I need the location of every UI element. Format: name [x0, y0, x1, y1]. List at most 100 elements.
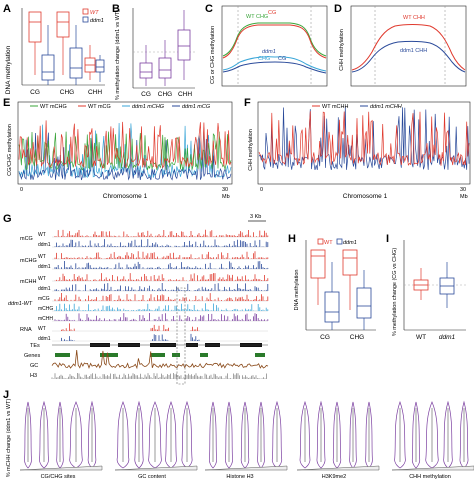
panel-j-gradient-wedge: [204, 465, 288, 471]
panel-f-xunit: Mb: [460, 194, 468, 200]
panel-d-label-wt-chh: WT CHH: [403, 15, 425, 21]
panel-g-track-mchh: mCHH: [20, 279, 37, 285]
panel-g-gene-block: [55, 353, 70, 357]
panel-d-ylabel: CHH methylation: [339, 29, 345, 71]
panel-h-cat-chg: CHG: [350, 334, 364, 341]
panel-g-gene-block: [150, 353, 165, 357]
panel-g-track-mchg: mCHG: [20, 258, 37, 264]
panel-g-gene-block: [172, 353, 180, 357]
panel-e-xunit: Mb: [222, 194, 230, 200]
panel-i-boxplots: [413, 262, 455, 308]
panel-j: J % mCHH change (ddm1 vs WT) CG/CHG site…: [3, 389, 474, 480]
panel-b-cat-chh: CHH: [178, 91, 192, 98]
panel-g-scale: 3 Kb: [250, 214, 261, 220]
panel-j-ylabel: % mCHH change (ddm1 vs WT): [6, 399, 12, 478]
panel-c-label-chg: CHG: [258, 56, 270, 62]
panel-letter-h: H: [288, 233, 296, 245]
panel-g-subtrack-label: ddm1: [38, 242, 51, 248]
panel-a-legend-ddm1: ddm1: [90, 18, 104, 24]
panel-f-xlabel: Chromosome 1: [343, 193, 388, 200]
panel-e-tracks: [18, 120, 232, 181]
panel-d-ddm1-chh-curve: [351, 40, 466, 73]
panel-f-legend-1: ddm1 mCHH: [370, 104, 402, 110]
panel-j-group-2: Histone H3: [226, 474, 253, 480]
panel-b-cat-chg: CHG: [158, 91, 172, 98]
panel-h-legend-wt: WT: [324, 240, 333, 246]
panel-a-cat-chg: CHG: [60, 89, 74, 96]
panel-c-label-wt-chg: WT CHG: [246, 14, 268, 20]
panel-j-violins: [19, 400, 474, 471]
panel-c: C CG or CHG methylation WT CHG CG ddm1 C…: [205, 3, 328, 87]
panel-e-ylabel: CG/CHG methylation: [7, 124, 13, 176]
panel-g-subtrack-label: WT: [38, 276, 46, 282]
panel-f: F CHH methylation WT mCHH ddm1 mCHH Chro…: [244, 97, 471, 200]
panel-d-label-ddm1-chh: ddm1 CHH: [400, 48, 427, 54]
panel-j-group-4: CHH methylation: [409, 474, 451, 480]
panel-g-track-genes: Genes: [24, 353, 40, 359]
panel-f-ddm1-mchh-trace: [258, 106, 470, 170]
panel-j-gradient-wedge: [296, 465, 380, 471]
panel-g-gc-trace: [51, 350, 269, 370]
panel-g-subtrack-label: ddm1: [38, 336, 51, 342]
panel-a: A DNA methylation: [3, 3, 105, 96]
panel-letter-d: D: [334, 3, 342, 15]
panel-g-track-rna: RNA: [20, 327, 32, 333]
panel-g: G 3 Kb mCG mCHG mCHH ddm1-WT RNA TEs Gen…: [3, 213, 269, 385]
panel-f-wt-mchh-trace: [258, 111, 470, 166]
panel-h-ylabel: DNA methylation: [294, 270, 300, 311]
panel-e-legend-0: WT mCHG: [40, 104, 67, 110]
panel-b-ylabel: % methylation change (ddm1 vs WT): [115, 10, 121, 100]
panel-c-ylabel: CG or CHG methylation: [210, 26, 216, 84]
panel-b-cat-cg: CG: [141, 91, 151, 98]
panel-j-group-0: CG/CHG sites: [41, 474, 76, 480]
panel-c-wt-cg-curve: [222, 24, 327, 59]
panel-b-boxplots: [139, 10, 191, 86]
panel-c-label-cg-ddm1: CG: [278, 56, 286, 62]
panel-h-boxplots: [310, 249, 372, 330]
panel-i-cat-wt: WT: [416, 334, 426, 341]
panel-g-track-diff: ddm1-WT: [8, 301, 33, 307]
panel-f-ylabel: CHH methylation: [248, 129, 254, 171]
panel-e-wt-mcg-trace: [18, 120, 232, 169]
panel-i-ylabel: % methylation change (CG vs CHG): [392, 248, 398, 337]
panel-e-legend-3: ddm1 mCG: [182, 104, 211, 110]
panel-g-subtrack-label: WT: [38, 232, 46, 238]
panel-letter-f: F: [244, 97, 251, 109]
panel-j-gradient-wedge: [391, 465, 474, 471]
panel-g-track-area: [51, 229, 269, 379]
panel-e-xlabel: Chromosome 1: [103, 193, 148, 200]
panel-f-xtick-0: 0: [260, 187, 263, 193]
panel-g-subtrack-labels: WT ddm1 WT ddm1 WT ddm1 mCG mCHG mCHH WT ddm1: [38, 232, 53, 342]
panel-letter-e: E: [3, 97, 10, 109]
panel-e-ddm1-mchg-trace: [18, 122, 232, 179]
panel-f-tracks: [258, 106, 470, 170]
panel-e-legend-1: WT mCG: [88, 104, 111, 110]
panel-letter-i: I: [386, 233, 389, 245]
panel-h-legend-ddm1: ddm1: [343, 240, 357, 246]
panel-a-ylabel: DNA methylation: [5, 45, 12, 94]
panel-d: D CHH methylation WT CHH ddm1 CHH: [334, 3, 467, 87]
panel-j-group-3: H3K9me2: [322, 474, 346, 480]
panel-g-gene-block: [100, 353, 118, 357]
panel-d-wt-chh-curve: [351, 24, 466, 71]
panel-i-cat-ddm1: ddm1: [439, 334, 456, 341]
panel-letter-c: C: [205, 3, 213, 15]
panel-letter-a: A: [3, 3, 11, 15]
panel-letter-j: J: [3, 389, 9, 401]
panel-g-track-mcg: mCG: [20, 236, 33, 242]
panel-g-subtrack-label: ddm1: [38, 286, 51, 292]
panel-g-subtrack-label: mCHH: [38, 316, 53, 322]
panel-a-legend-wt: WT: [90, 10, 99, 16]
panel-c-ddm1-chg-curve: [222, 56, 327, 72]
panel-g-subtrack-label: WT: [38, 254, 46, 260]
panel-letter-g: G: [3, 213, 12, 225]
panel-g-subtrack-label: mCG: [38, 296, 50, 302]
panel-i: I % methylation change (CG vs CHG) WT dd…: [386, 233, 466, 341]
panel-e-legend-2: ddm1 mCHG: [132, 104, 165, 110]
panel-h-cat-cg: CG: [320, 334, 330, 341]
panel-j-gradient-wedge: [114, 465, 198, 471]
panel-c-ddm1-cg-curve: [222, 61, 327, 74]
panel-c-wt-chg-curve: [222, 22, 327, 57]
panel-h: H DNA methylation WT ddm1 CG CHG: [288, 233, 376, 341]
panel-letter-b: B: [112, 3, 120, 15]
